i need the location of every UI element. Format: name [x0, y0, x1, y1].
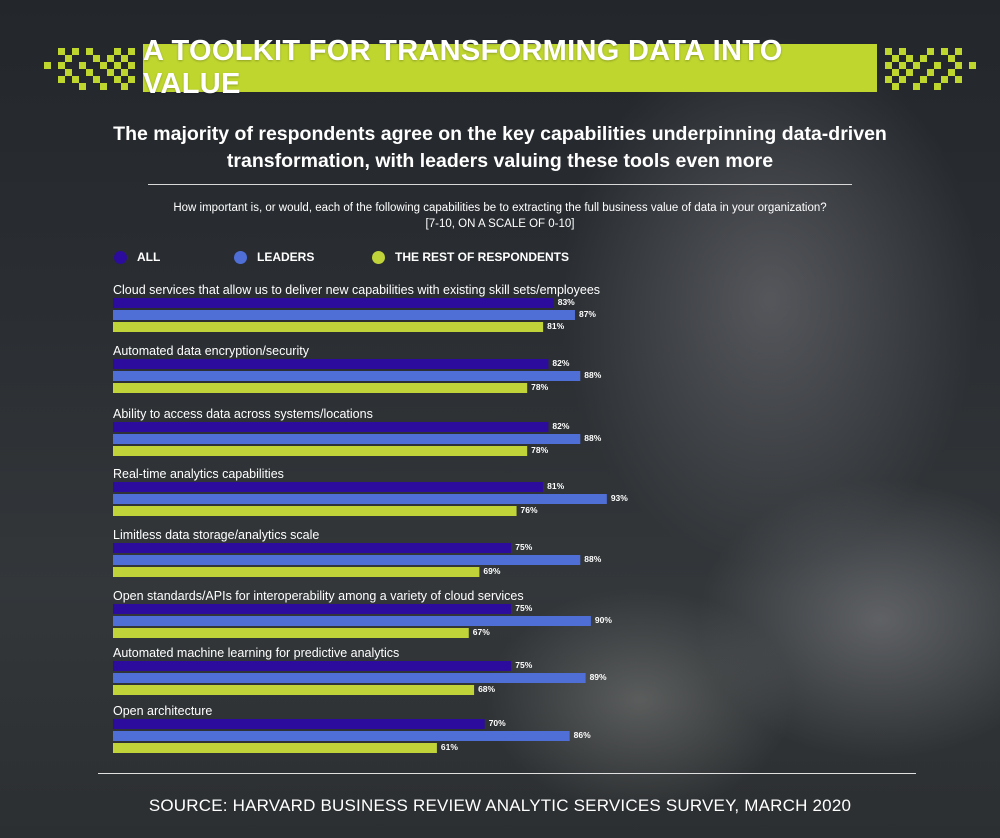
bar-the-rest-of-respondents — [113, 383, 528, 393]
data-label: 70% — [489, 718, 506, 728]
bar-the-rest-of-respondents — [113, 685, 475, 695]
legend-item-all: ALL — [114, 250, 234, 264]
bar-leaders — [113, 673, 586, 683]
bar-group: Open architecture 70% 86% 61% — [113, 704, 591, 753]
category-label: Ability to access data across systems/lo… — [113, 407, 373, 421]
data-label: 75% — [515, 660, 532, 670]
legend-dot-leaders-icon — [234, 250, 247, 264]
data-label: 82% — [552, 421, 569, 431]
legend-dot-all-icon — [114, 250, 127, 264]
bar-group: Cloud services that allow us to deliver … — [113, 283, 600, 332]
data-label: 68% — [478, 684, 495, 694]
survey-question: How important is, or would, each of the … — [100, 200, 900, 232]
bar-all — [113, 604, 512, 614]
bar-leaders — [113, 616, 591, 626]
pixel-pattern-right-icon — [885, 48, 976, 90]
bar-group: Automated data encryption/security 82% 88%… — [113, 344, 602, 393]
data-label: 81% — [547, 321, 564, 331]
legend-dot-rest-icon — [372, 250, 385, 264]
footer-divider — [98, 773, 916, 774]
data-label: 87% — [579, 309, 596, 319]
bar-leaders — [113, 731, 570, 741]
data-label: 88% — [584, 554, 601, 564]
legend-label-leaders: LEADERS — [257, 250, 315, 264]
bar-leaders — [113, 494, 607, 504]
data-label: 78% — [531, 382, 548, 392]
bar-all — [113, 422, 549, 432]
bar-all — [113, 719, 485, 729]
bar-the-rest-of-respondents — [113, 506, 517, 516]
bar-the-rest-of-respondents — [113, 628, 469, 638]
bar-group: Real-time analytics capabilities 81% 93% 76… — [113, 467, 628, 516]
legend-label-all: ALL — [137, 250, 161, 264]
source-note: SOURCE: HARVARD BUSINESS REVIEW ANALYTIC… — [148, 796, 852, 815]
data-label: 82% — [552, 358, 569, 368]
bar-all — [113, 298, 554, 308]
title-banner: A TOOLKIT FOR TRANSFORMING DATA INTO VAL… — [143, 35, 877, 100]
bar-group: Automated machine learning for predictiv… — [113, 646, 607, 695]
bar-group: Limitless data storage/analytics scale 75… — [113, 528, 602, 577]
bar-group: Open standards/APIs for interoperability… — [113, 589, 612, 638]
data-label: 76% — [521, 505, 538, 515]
category-label: Limitless data storage/analytics scale — [113, 528, 319, 542]
subtitle: The majority of respondents agree on the… — [113, 123, 887, 172]
survey-question-text: How important is, or would, each of the … — [173, 202, 827, 214]
category-label: Open architecture — [113, 704, 212, 718]
bar-leaders — [113, 371, 581, 381]
data-label: 89% — [590, 672, 607, 682]
data-label: 75% — [515, 542, 532, 552]
pixel-pattern-left-icon — [44, 48, 135, 90]
page-title: A TOOLKIT FOR TRANSFORMING DATA INTO VAL… — [143, 35, 783, 100]
data-label: 86% — [574, 730, 591, 740]
bar-the-rest-of-respondents — [113, 743, 437, 753]
legend-label-rest: THE REST OF RESPONDENTS — [395, 250, 570, 264]
category-label: Cloud services that allow us to deliver … — [113, 283, 600, 297]
data-label: 90% — [595, 615, 612, 625]
legend: ALL LEADERS THE REST OF RESPONDENTS — [114, 249, 569, 265]
bar-leaders — [113, 310, 575, 320]
data-label: 83% — [558, 297, 575, 307]
bar-all — [113, 482, 544, 492]
bar-the-rest-of-respondents — [113, 322, 544, 332]
bar-leaders — [113, 555, 581, 565]
category-label: Automated data encryption/security — [113, 344, 310, 358]
bar-leaders — [113, 434, 581, 444]
data-label: 78% — [531, 445, 548, 455]
bar-all — [113, 543, 512, 553]
category-label: Real-time analytics capabilities — [113, 467, 284, 481]
data-label: 88% — [584, 370, 601, 380]
bar-group: Ability to access data across systems/lo… — [113, 407, 602, 456]
divider — [148, 184, 852, 185]
data-label: 88% — [584, 433, 601, 443]
legend-item-leaders: LEADERS — [234, 250, 372, 264]
bar-all — [113, 359, 549, 369]
bar-the-rest-of-respondents — [113, 567, 480, 577]
data-label: 61% — [441, 742, 458, 752]
data-label: 69% — [483, 566, 500, 576]
bar-the-rest-of-respondents — [113, 446, 528, 456]
data-label: 67% — [473, 627, 490, 637]
category-label: Open standards/APIs for interoperability… — [113, 589, 524, 603]
data-label: 75% — [515, 603, 532, 613]
survey-scale-note: [7-10, ON A SCALE OF 0-10] — [425, 218, 575, 230]
data-label: 81% — [547, 481, 564, 491]
legend-item-rest: THE REST OF RESPONDENTS — [372, 250, 569, 264]
bar-all — [113, 661, 512, 671]
data-label: 93% — [611, 493, 628, 503]
category-label: Automated machine learning for predictiv… — [113, 646, 399, 660]
